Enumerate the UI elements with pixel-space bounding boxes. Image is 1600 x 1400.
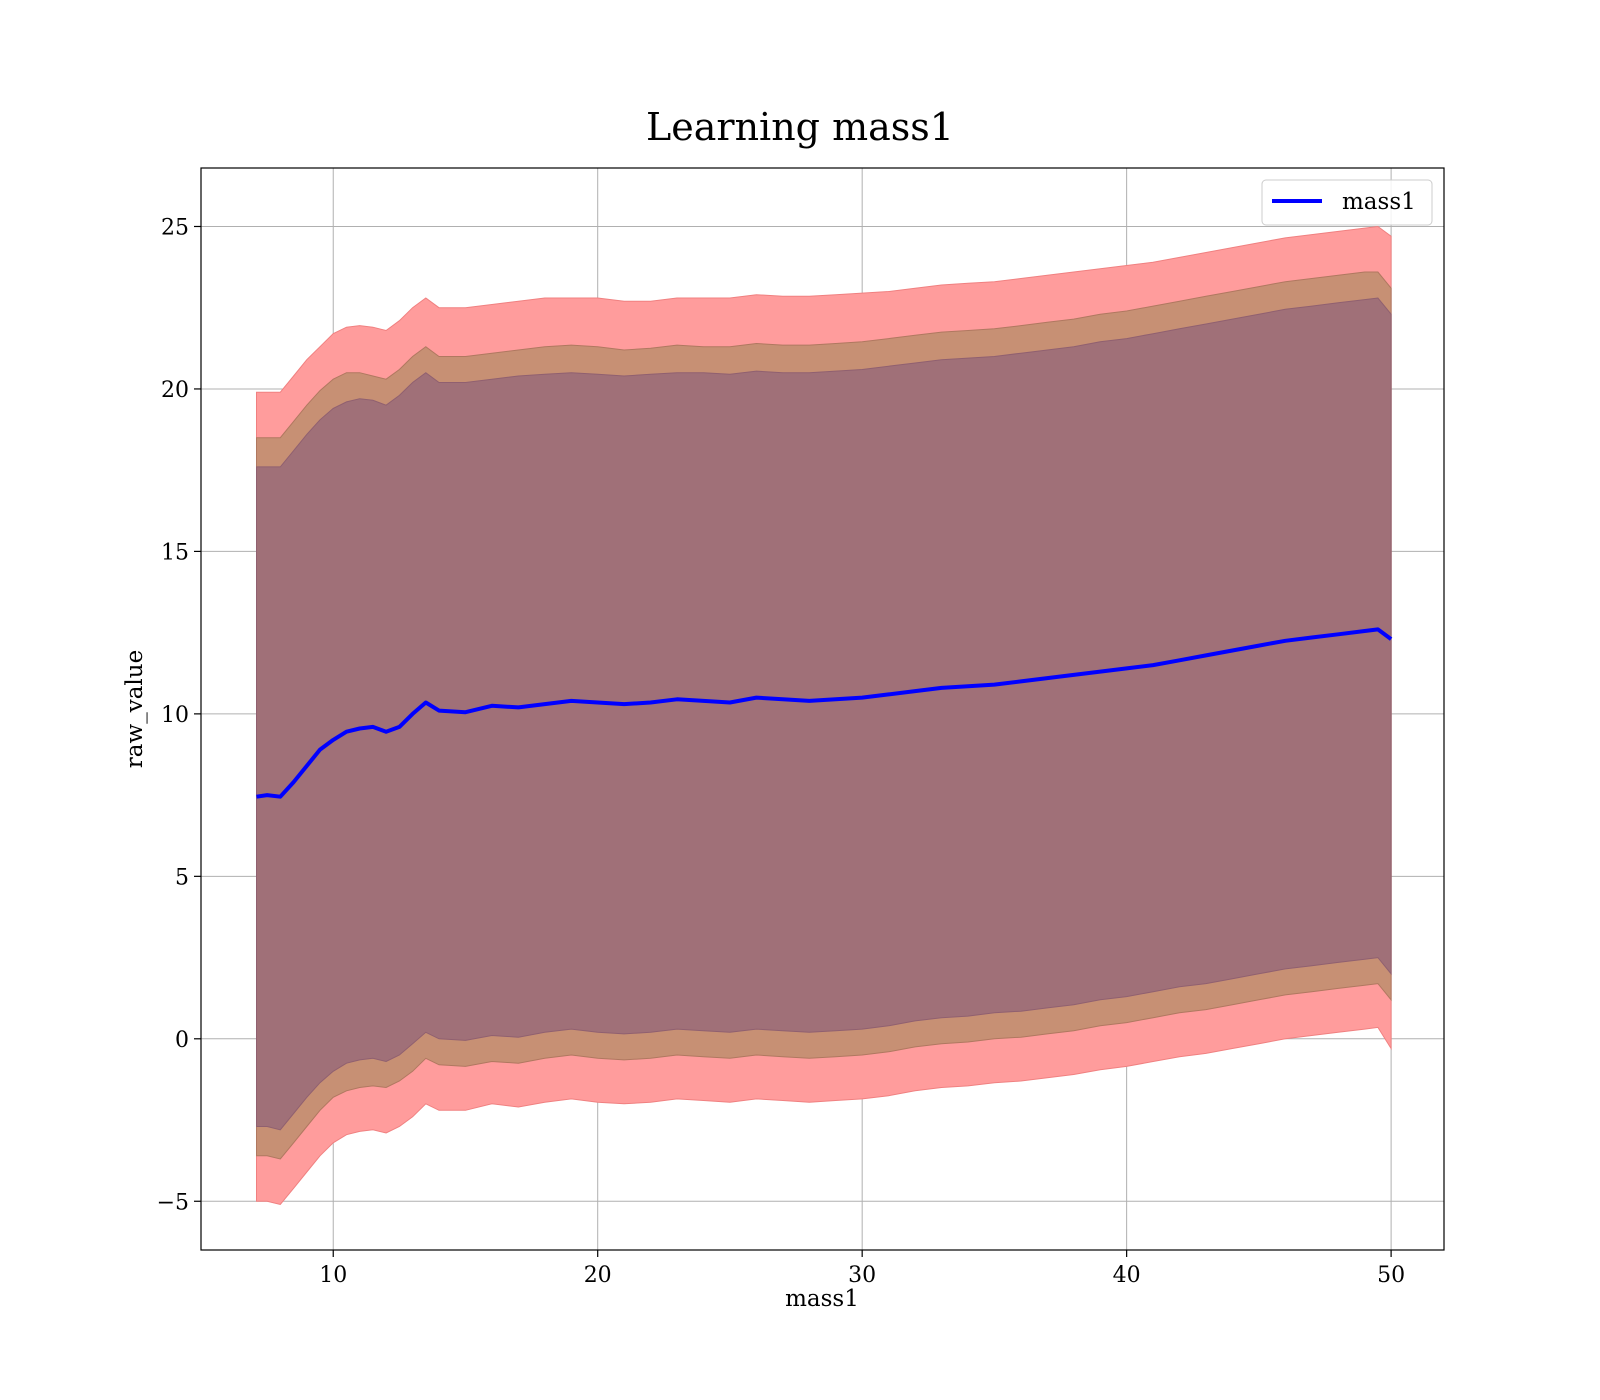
x-tick-label: 50: [1377, 1263, 1405, 1288]
y-tick-label: 15: [161, 540, 189, 565]
x-tick-label: 40: [1113, 1263, 1141, 1288]
y-tick-label: 20: [161, 378, 189, 403]
uncertainty-bands: [256, 225, 1392, 1206]
chart-title: Learning mass1: [646, 105, 954, 149]
series-line-mass1: [256, 627, 1393, 799]
x-tick-label: 20: [584, 1263, 612, 1288]
y-ticks: −5 0 5 10 15 20 25: [157, 215, 201, 1215]
legend-box: [1261, 179, 1433, 226]
y-tick-label: 0: [175, 1028, 189, 1053]
x-axis-label: mass1: [785, 1286, 859, 1312]
x-tick-label: 10: [319, 1263, 347, 1288]
y-axis-label: raw_value: [122, 650, 148, 768]
plot-frame: [200, 167, 1445, 1251]
y-tick-label: 10: [161, 703, 189, 728]
x-tick-label: 30: [848, 1263, 876, 1288]
y-tick-label: 25: [161, 215, 189, 240]
y-tick-label: 5: [175, 865, 189, 890]
legend: mass1: [1261, 179, 1433, 226]
x-ticks: 10 20 30 40 50: [319, 1250, 1405, 1288]
inner-band: [256, 297, 1392, 1131]
y-tick-label: −5: [157, 1190, 189, 1215]
legend-label: mass1: [1342, 189, 1416, 215]
series-lines: [256, 627, 1393, 799]
